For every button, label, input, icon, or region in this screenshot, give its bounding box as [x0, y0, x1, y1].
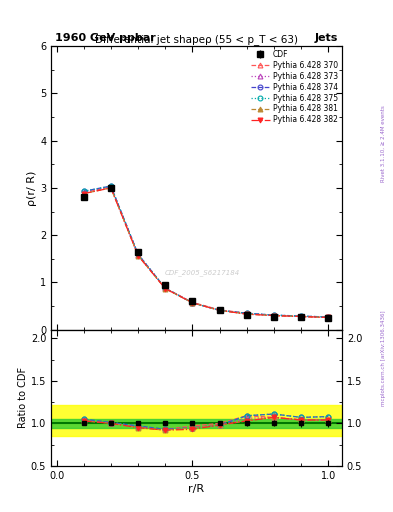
Text: mcplots.cern.ch [arXiv:1306.3436]: mcplots.cern.ch [arXiv:1306.3436]: [381, 311, 386, 406]
Pythia 6.428 370: [190, 299, 195, 305]
Pythia 6.428 375: [190, 300, 195, 306]
Pythia 6.428 370: [136, 252, 140, 258]
Pythia 6.428 373: [272, 312, 276, 318]
Y-axis label: ρ(r/ R): ρ(r/ R): [27, 170, 37, 206]
Pythia 6.428 382: [163, 286, 167, 292]
Pythia 6.428 382: [190, 300, 195, 306]
Text: Rivet 3.1.10, ≥ 2.4M events: Rivet 3.1.10, ≥ 2.4M events: [381, 105, 386, 182]
Text: Jets: Jets: [315, 33, 338, 44]
Pythia 6.428 375: [81, 188, 86, 194]
Pythia 6.428 370: [108, 184, 113, 190]
Pythia 6.428 381: [299, 313, 303, 319]
Text: 1960 GeV ppbar: 1960 GeV ppbar: [55, 33, 156, 44]
Pythia 6.428 374: [108, 183, 113, 189]
Pythia 6.428 375: [244, 310, 249, 316]
Pythia 6.428 381: [136, 252, 140, 259]
Pythia 6.428 381: [326, 314, 331, 321]
Pythia 6.428 381: [108, 185, 113, 191]
Pythia 6.428 374: [163, 285, 167, 291]
Pythia 6.428 381: [163, 286, 167, 292]
Pythia 6.428 374: [299, 313, 303, 319]
Pythia 6.428 382: [326, 314, 331, 321]
Pythia 6.428 370: [272, 312, 276, 318]
Pythia 6.428 375: [108, 183, 113, 189]
Pythia 6.428 374: [326, 314, 331, 320]
Pythia 6.428 373: [81, 188, 86, 195]
Text: CDF_2005_S6217184: CDF_2005_S6217184: [165, 270, 240, 276]
Pythia 6.428 374: [244, 310, 249, 316]
Pythia 6.428 381: [272, 312, 276, 318]
Pythia 6.428 381: [190, 300, 195, 306]
Pythia 6.428 382: [272, 312, 276, 318]
Pythia 6.428 381: [217, 307, 222, 313]
Pythia 6.428 374: [272, 312, 276, 318]
Line: Pythia 6.428 375: Pythia 6.428 375: [81, 184, 331, 319]
Pythia 6.428 375: [217, 307, 222, 313]
Pythia 6.428 370: [326, 314, 331, 321]
Pythia 6.428 375: [272, 312, 276, 318]
Pythia 6.428 370: [244, 310, 249, 316]
Legend: CDF, Pythia 6.428 370, Pythia 6.428 373, Pythia 6.428 374, Pythia 6.428 375, Pyt: CDF, Pythia 6.428 370, Pythia 6.428 373,…: [249, 48, 340, 126]
Line: Pythia 6.428 382: Pythia 6.428 382: [81, 185, 331, 320]
Pythia 6.428 374: [217, 307, 222, 313]
Pythia 6.428 382: [217, 307, 222, 313]
Line: Pythia 6.428 374: Pythia 6.428 374: [81, 184, 331, 319]
Pythia 6.428 373: [190, 300, 195, 306]
Pythia 6.428 375: [326, 314, 331, 320]
Line: Pythia 6.428 373: Pythia 6.428 373: [81, 184, 331, 320]
Bar: [51, 404, 342, 436]
Line: Pythia 6.428 370: Pythia 6.428 370: [81, 184, 331, 320]
Pythia 6.428 382: [244, 311, 249, 317]
X-axis label: r/R: r/R: [188, 483, 205, 494]
Pythia 6.428 373: [108, 183, 113, 189]
Pythia 6.428 373: [163, 285, 167, 291]
Pythia 6.428 374: [190, 300, 195, 306]
Pythia 6.428 373: [299, 313, 303, 319]
Pythia 6.428 374: [81, 188, 86, 194]
Pythia 6.428 373: [136, 251, 140, 258]
Pythia 6.428 373: [244, 311, 249, 317]
Pythia 6.428 370: [299, 313, 303, 319]
Pythia 6.428 373: [217, 307, 222, 313]
Pythia 6.428 370: [81, 189, 86, 196]
Pythia 6.428 382: [81, 190, 86, 197]
Bar: [51, 419, 342, 428]
Pythia 6.428 382: [136, 252, 140, 259]
Pythia 6.428 374: [136, 251, 140, 257]
Pythia 6.428 375: [299, 313, 303, 319]
Pythia 6.428 370: [217, 307, 222, 313]
Pythia 6.428 370: [163, 285, 167, 291]
Pythia 6.428 375: [163, 285, 167, 291]
Pythia 6.428 381: [244, 311, 249, 317]
Pythia 6.428 373: [326, 314, 331, 321]
Pythia 6.428 381: [81, 190, 86, 197]
Pythia 6.428 375: [136, 251, 140, 257]
Line: Pythia 6.428 381: Pythia 6.428 381: [81, 185, 331, 320]
Title: Differential jet shapeρ (55 < p_T < 63): Differential jet shapeρ (55 < p_T < 63): [95, 34, 298, 45]
Pythia 6.428 382: [108, 185, 113, 191]
Y-axis label: Ratio to CDF: Ratio to CDF: [18, 367, 28, 429]
Pythia 6.428 382: [299, 313, 303, 319]
